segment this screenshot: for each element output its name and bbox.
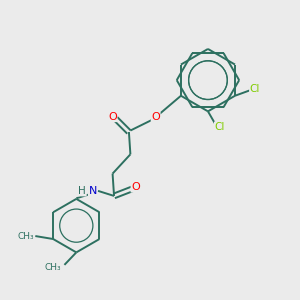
- Text: CH₃: CH₃: [45, 263, 61, 272]
- Text: CH₃: CH₃: [17, 232, 34, 241]
- Text: O: O: [131, 182, 140, 192]
- Text: Cl: Cl: [250, 84, 260, 94]
- Text: H: H: [78, 186, 86, 196]
- Text: N: N: [88, 187, 97, 196]
- Text: O: O: [108, 112, 117, 122]
- Text: O: O: [151, 112, 160, 122]
- Text: Cl: Cl: [214, 122, 225, 132]
